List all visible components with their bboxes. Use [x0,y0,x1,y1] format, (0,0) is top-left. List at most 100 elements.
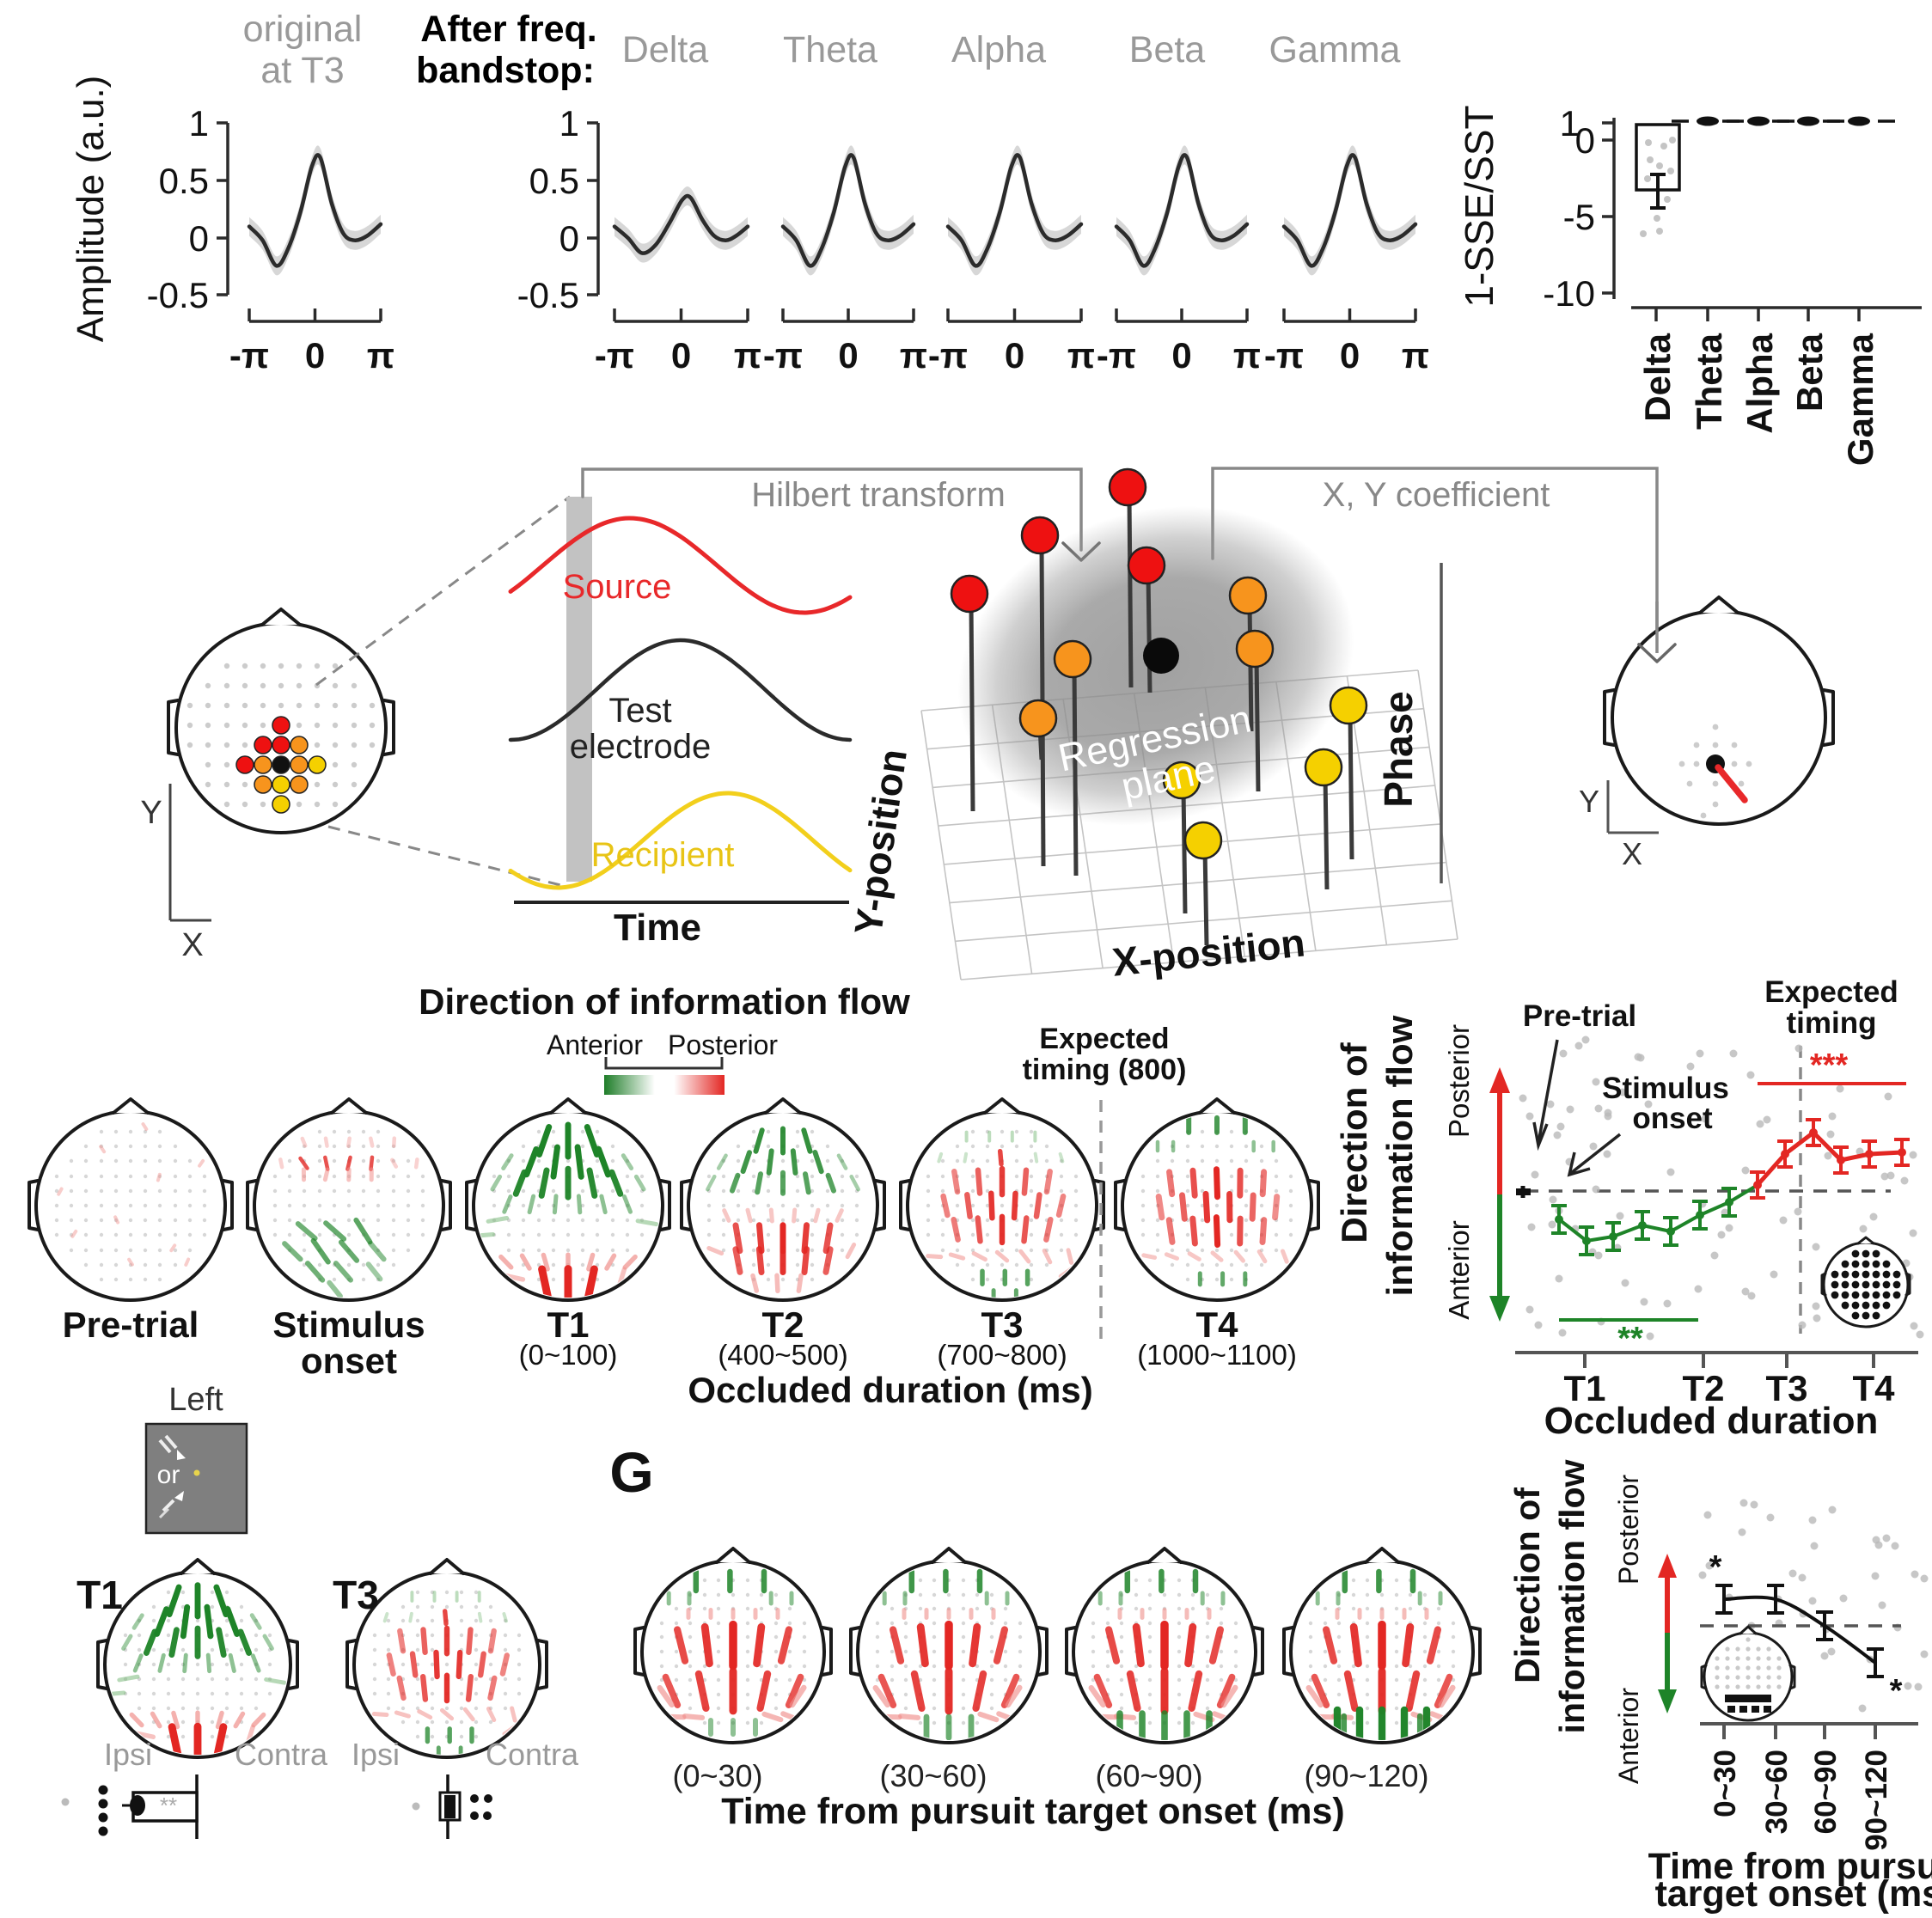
svg-text:-π: -π [1097,335,1136,376]
svg-text:onset: onset [301,1341,397,1381]
svg-text:(400~500): (400~500) [718,1339,847,1371]
svg-text:π: π [734,335,761,376]
svg-text:-π: -π [763,335,803,376]
svg-text:Anterior: Anterior [1443,1220,1475,1320]
svg-text:0: 0 [838,335,858,376]
svg-text:onset: onset [1632,1102,1713,1135]
svg-text:**: ** [1617,1321,1643,1357]
svg-text:Alpha: Alpha [1739,333,1780,433]
svg-text:T3: T3 [333,1573,379,1617]
svg-text:information flow: information flow [1552,1459,1592,1733]
svg-text:Test: Test [608,692,671,730]
svg-text:*: * [1890,1673,1903,1709]
svg-text:0: 0 [1575,120,1595,161]
svg-text:90~120: 90~120 [1860,1750,1893,1851]
svg-text:-10: -10 [1543,273,1595,314]
svg-text:X: X [181,927,203,963]
svg-text:Delta: Delta [622,29,708,70]
svg-text:Direction of information flow: Direction of information flow [419,981,910,1022]
svg-text:bandstop:: bandstop: [416,50,595,91]
svg-text:Pre-trial: Pre-trial [63,1304,199,1345]
svg-text:Hilbert transform: Hilbert transform [751,476,1006,514]
svg-text:0: 0 [1340,335,1360,376]
svg-text:Direction of: Direction of [1334,1041,1374,1243]
svg-text:timing: timing [1787,1006,1877,1040]
svg-text:1: 1 [189,103,209,144]
svg-text:π: π [1233,335,1261,376]
svg-text:1: 1 [559,103,579,144]
svg-text:Posterior: Posterior [668,1029,778,1060]
svg-text:Ipsi: Ipsi [104,1737,152,1772]
svg-text:-5: -5 [1563,197,1595,237]
svg-text:Anterior: Anterior [1613,1688,1644,1784]
svg-text:*: * [1709,1549,1722,1585]
svg-text:π: π [900,335,927,376]
svg-text:X, Y coefficient: X, Y coefficient [1323,476,1550,514]
svg-text:**: ** [160,1793,177,1818]
svg-text:(0~100): (0~100) [519,1339,618,1371]
svg-text:0.5: 0.5 [159,161,209,201]
svg-text:Expected: Expected [1764,975,1898,1009]
svg-text:Gamma: Gamma [1269,29,1401,70]
svg-text:***: *** [1810,1048,1849,1084]
svg-text:Time: Time [614,907,701,949]
svg-text:30~60: 30~60 [1760,1750,1794,1834]
svg-text:Occluded duration (ms): Occluded duration (ms) [688,1370,1092,1410]
svg-text:-0.5: -0.5 [517,275,579,315]
svg-text:Beta: Beta [1789,333,1830,412]
svg-text:-π: -π [595,335,634,376]
svg-text:Expected: Expected [1039,1023,1169,1055]
svg-text:0: 0 [305,335,325,376]
svg-text:Occluded duration: Occluded duration [1544,1400,1879,1442]
svg-text:Direction of: Direction of [1507,1487,1547,1683]
svg-text:(60~90): (60~90) [1095,1758,1202,1793]
svg-text:or: or [157,1461,180,1489]
svg-text:(90~120): (90~120) [1304,1758,1428,1793]
svg-text:Posterior: Posterior [1443,1024,1475,1138]
svg-text:-π: -π [229,335,269,376]
svg-text:1-SSE/SST: 1-SSE/SST [1457,105,1501,307]
svg-text:60~90: 60~90 [1809,1750,1843,1834]
svg-text:Time from pursuit target onset: Time from pursuit target onset (ms) [721,1791,1345,1832]
svg-text:Theta: Theta [1689,333,1729,430]
svg-text:(700~800): (700~800) [937,1339,1067,1371]
svg-text:Beta: Beta [1129,29,1206,70]
svg-text:After freq.: After freq. [420,9,596,50]
svg-text:Anterior: Anterior [547,1029,643,1060]
svg-text:0: 0 [559,218,579,259]
svg-text:0: 0 [1005,335,1024,376]
svg-text:Phase: Phase [1376,691,1421,808]
svg-text:Source: Source [563,568,672,606]
svg-text:Recipient: Recipient [591,836,735,874]
svg-text:Pre-trial: Pre-trial [1523,999,1636,1033]
svg-text:Posterior: Posterior [1613,1475,1644,1585]
svg-text:original: original [243,9,363,50]
svg-text:0.5: 0.5 [529,161,579,201]
svg-text:Alpha: Alpha [951,29,1046,70]
svg-text:(30~60): (30~60) [879,1758,987,1793]
svg-text:Ipsi: Ipsi [352,1737,400,1772]
svg-text:π: π [1067,335,1095,376]
svg-text:π: π [367,335,394,376]
svg-text:0: 0 [1171,335,1191,376]
svg-text:T1: T1 [76,1573,123,1617]
svg-text:X: X [1622,836,1642,871]
svg-text:electrode: electrode [570,728,712,766]
svg-text:Theta: Theta [783,29,877,70]
svg-text:(1000~1100): (1000~1100) [1137,1339,1297,1371]
svg-text:G: G [609,1440,653,1504]
svg-text:Delta: Delta [1637,333,1678,421]
svg-text:0~30: 0~30 [1709,1750,1742,1817]
svg-text:Gamma: Gamma [1840,333,1880,466]
svg-text:Stimulus: Stimulus [1602,1072,1729,1105]
svg-text:-π: -π [928,335,968,376]
svg-text:at T3: at T3 [260,50,344,91]
svg-text:Stimulus: Stimulus [272,1304,425,1345]
svg-text:timing (800): timing (800) [1023,1054,1187,1086]
svg-text:target onset (ms): target onset (ms) [1655,1873,1932,1914]
svg-text:Y: Y [1579,784,1599,819]
svg-text:π: π [1402,335,1429,376]
svg-text:Y: Y [140,795,162,831]
svg-text:Amplitude (a.u.): Amplitude (a.u.) [70,76,112,343]
svg-text:Left: Left [168,1382,223,1418]
